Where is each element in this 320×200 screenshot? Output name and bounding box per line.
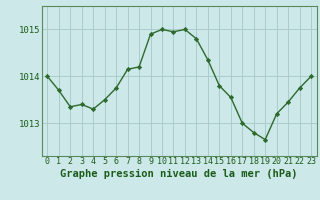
X-axis label: Graphe pression niveau de la mer (hPa): Graphe pression niveau de la mer (hPa): [60, 169, 298, 179]
